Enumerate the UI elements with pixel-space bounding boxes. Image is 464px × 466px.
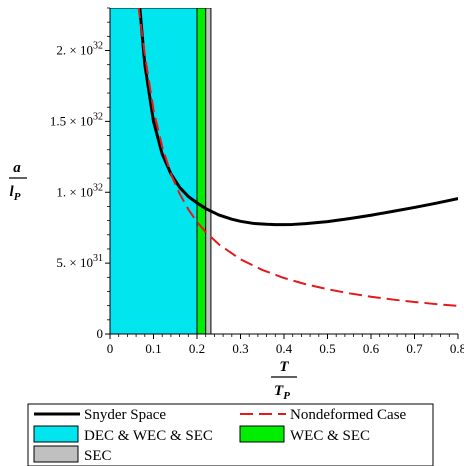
legend-label-snyder-space: Snyder Space: [84, 407, 166, 423]
x-tick-label: 0.5: [319, 341, 335, 356]
y-ticks-layer: 0 5. × 1031 1. × 1032 1.5 × 1032 2. × 1032: [50, 7, 110, 341]
x-tick-label: 0.3: [232, 341, 248, 356]
y-label-numerator: a: [13, 160, 21, 176]
region-sec: [205, 8, 212, 334]
y-tick-label: 1.5 × 1032: [50, 111, 103, 128]
y-tick-label: 5. × 1031: [56, 253, 103, 270]
y-tick-label: 2. × 1032: [56, 41, 103, 58]
x-label-numerator: T: [279, 359, 289, 375]
legend-swatch-sec: [33, 445, 79, 463]
y-tick-label: 0: [97, 326, 104, 341]
legend-label-dec-wec-sec: DEC & WEC & SEC: [84, 428, 213, 444]
x-tick-label: 0.7: [406, 341, 423, 356]
x-tick-label: 0.4: [276, 341, 293, 356]
series-layer: [137, 8, 458, 307]
x-axis-label: T TP: [271, 359, 297, 402]
x-tick-label: 0.1: [145, 341, 161, 356]
regions-layer: [110, 8, 212, 334]
region-dec-wec-sec: [110, 8, 198, 334]
x-tick-label: 0: [107, 341, 114, 356]
legend-label-wec-sec: WEC & SEC: [290, 428, 370, 444]
series-nondeformed-case: [137, 8, 458, 307]
legend-label-nondeformed-case: Nondeformed Case: [290, 407, 407, 423]
y-label-denominator: lP: [10, 184, 21, 203]
legend: Snyder Space Nondeformed Case DEC & WEC …: [27, 403, 434, 466]
region-wec-sec: [196, 8, 207, 334]
legend-label-sec: SEC: [84, 448, 112, 464]
legend-box: [27, 403, 434, 466]
legend-swatch-dec-wec-sec: [33, 425, 79, 443]
y-tick-label: 1. × 1032: [56, 182, 103, 199]
x-tick-label: 0.6: [363, 341, 380, 356]
y-axis-label: a lP: [9, 160, 27, 203]
legend-swatch-wec-sec: [239, 425, 285, 443]
x-label-denominator: TP: [274, 383, 290, 402]
x-tick-label: 0.8: [450, 341, 464, 356]
x-ticks-layer: 0 0.1 0.2 0.3 0.4 0.5 0.6 0.7 0.8: [107, 334, 464, 356]
x-tick-label: 0.2: [189, 341, 205, 356]
